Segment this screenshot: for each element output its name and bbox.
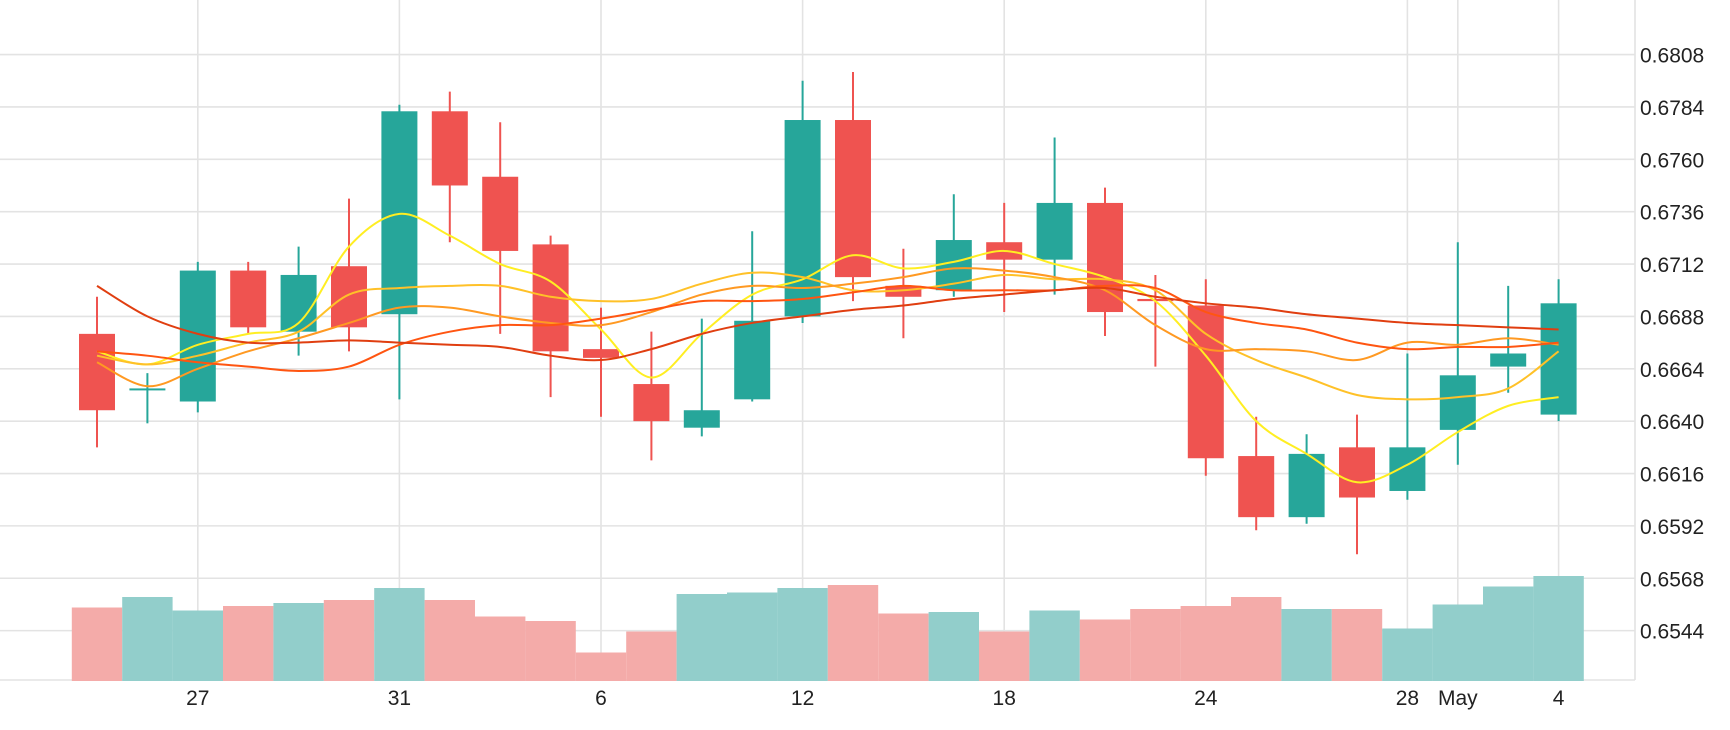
x-tick-label: 27 <box>186 687 209 710</box>
volume-bar <box>1533 576 1584 681</box>
candle-body <box>1490 353 1527 367</box>
candle-body <box>835 120 871 278</box>
y-tick-label: 0.6568 <box>1640 568 1704 591</box>
candles <box>79 72 1577 555</box>
candle-body <box>1087 202 1123 313</box>
candle-body <box>683 410 720 428</box>
y-tick-label: 0.6616 <box>1640 464 1704 487</box>
x-tick-label: 24 <box>1194 687 1218 710</box>
volume-bar <box>1130 609 1181 681</box>
y-axis: 0.6544 0.6568 0.6592 0.6616 0.6640 0.6664 0.66… <box>1640 45 1705 644</box>
volume-bar <box>827 585 879 681</box>
candle-body <box>79 333 115 411</box>
volume-bar <box>1231 597 1282 681</box>
moving-average-line <box>96 267 1559 388</box>
x-tick-label: 4 <box>1553 687 1565 710</box>
volume-bar <box>1483 586 1534 681</box>
volume-bar <box>273 603 324 681</box>
candle-body <box>1540 303 1577 415</box>
volume-bar <box>1331 609 1383 681</box>
volume-bar <box>122 597 173 681</box>
candle-body <box>230 270 267 328</box>
y-tick-label: 0.6544 <box>1640 621 1705 644</box>
candle-body <box>331 266 367 328</box>
volume-bar <box>928 612 979 681</box>
volume-bar <box>626 631 677 681</box>
volume-bar <box>1029 610 1080 681</box>
volume-bar <box>374 588 425 681</box>
x-tick-label: May <box>1438 687 1478 710</box>
volume-bar <box>525 621 576 681</box>
volume-bar <box>575 652 627 681</box>
y-tick-label: 0.6760 <box>1640 149 1704 172</box>
y-tick-label: 0.6712 <box>1640 254 1704 277</box>
x-axis: 27 31 6 12 18 24 28 May 4 <box>186 687 1565 710</box>
candle-body <box>431 111 468 186</box>
candle-body <box>1036 202 1073 260</box>
grid-lines <box>0 0 1636 681</box>
candle-body <box>1339 447 1375 498</box>
y-tick-label: 0.6808 <box>1640 45 1704 68</box>
volume-bar <box>71 607 123 681</box>
volume-bar <box>777 588 828 681</box>
volume-bar <box>424 600 475 681</box>
x-tick-label: 18 <box>993 687 1016 710</box>
volume-bar <box>323 600 375 681</box>
candle-body <box>1439 375 1476 430</box>
y-tick-label: 0.6736 <box>1640 202 1704 225</box>
candle-body <box>482 176 519 251</box>
x-tick-label: 28 <box>1396 687 1419 710</box>
candle-body <box>1238 456 1275 518</box>
volume-bar <box>878 613 929 681</box>
x-tick-label: 12 <box>791 687 814 710</box>
moving-average-lines <box>96 212 1560 484</box>
volume-bar <box>223 606 274 681</box>
moving-average-line <box>96 271 1560 401</box>
volume-bar <box>979 631 1030 681</box>
candle-body <box>1288 453 1325 518</box>
y-tick-label: 0.6592 <box>1640 516 1704 539</box>
moving-average-line <box>96 284 1559 362</box>
candle-body <box>381 111 418 315</box>
volume-bar <box>1180 606 1231 681</box>
moving-average-line <box>96 212 1559 484</box>
volume-bar <box>1432 604 1483 681</box>
y-tick-label: 0.6688 <box>1640 306 1704 329</box>
volume-bar <box>172 610 223 681</box>
candle-body <box>885 285 922 297</box>
y-tick-label: 0.6640 <box>1640 411 1704 434</box>
volume-bar <box>1281 609 1332 681</box>
candle-body <box>633 384 670 422</box>
volume-bar <box>676 594 727 681</box>
volume-bar <box>1382 628 1433 681</box>
x-tick-label: 6 <box>595 687 607 710</box>
y-tick-label: 0.6784 <box>1640 97 1705 120</box>
candle-body <box>734 320 771 400</box>
volume-bar <box>475 616 526 681</box>
candle-body <box>583 349 619 358</box>
candle-body <box>129 388 166 391</box>
moving-average-line <box>96 284 1559 372</box>
volume-bars <box>71 576 1584 681</box>
x-tick-label: 31 <box>388 687 411 710</box>
volume-bar <box>1079 619 1131 681</box>
y-tick-label: 0.6664 <box>1640 359 1705 382</box>
volume-bar <box>727 592 778 681</box>
candle-body <box>1389 447 1426 491</box>
candle-body <box>1187 305 1224 459</box>
